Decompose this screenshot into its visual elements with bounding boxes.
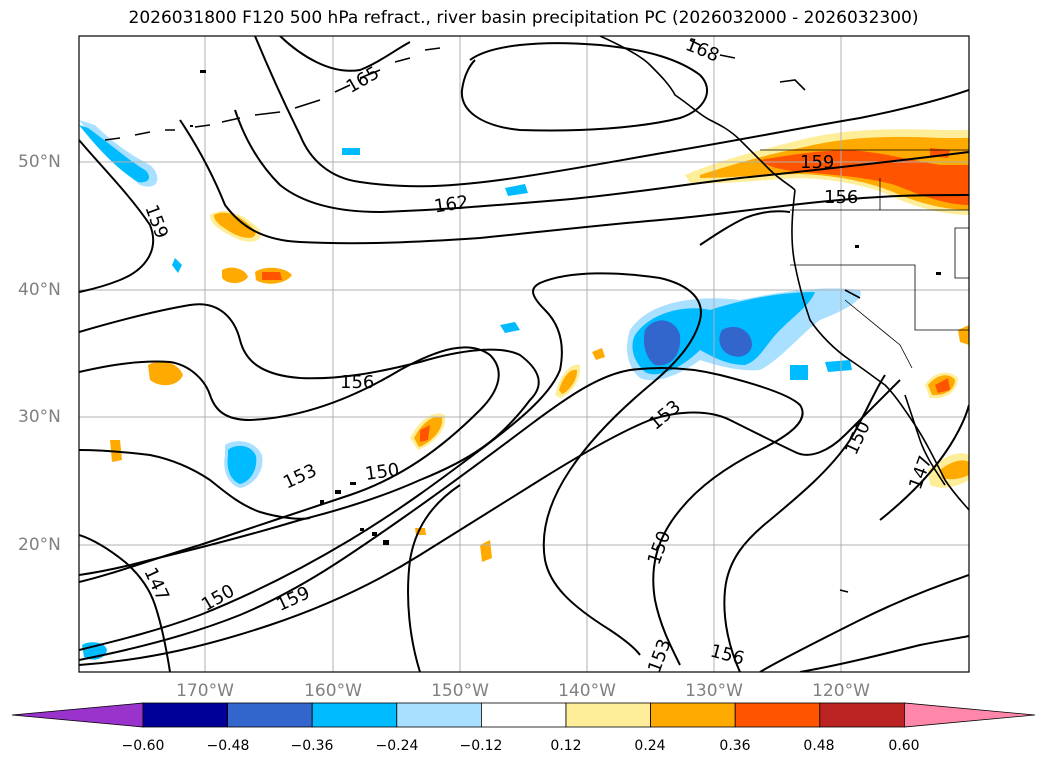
lon-label: 150°W [431, 681, 489, 701]
colorbar-tick-label: −0.60 [121, 738, 165, 754]
colorbar-segment [311, 702, 398, 728]
lon-label: 120°W [812, 681, 870, 701]
lat-label: 50°N [18, 152, 61, 172]
colorbar-extend-high [904, 702, 1036, 728]
colorbar-tick-label: 0.24 [634, 738, 666, 754]
colorbar-tick-label: 0.12 [550, 738, 582, 754]
colorbar-tick-label: 0.60 [888, 738, 920, 754]
colorbar-tick-label: −0.36 [290, 738, 334, 754]
colorbar-segment [142, 702, 228, 728]
graticule [79, 36, 969, 672]
lon-label: 140°W [558, 681, 616, 701]
contour-label: 162 [433, 192, 470, 218]
colorbar-tick-label: −0.12 [459, 738, 503, 754]
coastlines [104, 36, 969, 593]
colorbar-tick-label: −0.48 [206, 738, 250, 754]
plot-frame [78, 35, 970, 673]
colorbar-segment [650, 702, 736, 728]
colorbar-segment [734, 702, 821, 728]
colorbar-segment [565, 702, 651, 728]
precip-positive-areas [110, 129, 969, 562]
colorbar-extend-low [11, 702, 144, 728]
lon-label: 130°W [685, 681, 743, 701]
contour-label: 156 [824, 187, 858, 208]
colorbar-tick-label: 0.48 [803, 738, 835, 754]
political-borders [760, 149, 969, 369]
colorbar-segment [227, 702, 313, 728]
colorbar-segment [396, 702, 482, 728]
map-title: 2026031800 F120 500 hPa refract., river … [128, 8, 919, 28]
colorbar-segment [480, 702, 567, 728]
contour-label: 156 [340, 372, 374, 393]
lat-label: 40°N [18, 280, 61, 300]
colorbar-tick-label: 0.36 [719, 738, 751, 754]
colorbar-segment [819, 702, 905, 728]
lat-label: 30°N [18, 407, 61, 427]
colorbar-tick-label: −0.24 [375, 738, 419, 754]
contour-label: 159 [800, 152, 834, 173]
lon-label: 170°W [176, 681, 234, 701]
lat-label: 20°N [18, 535, 61, 555]
colorbar [11, 702, 1036, 728]
lon-label: 160°W [304, 681, 362, 701]
contour-label: 150 [364, 459, 401, 485]
height-contours [79, 36, 969, 672]
islands [190, 70, 941, 545]
